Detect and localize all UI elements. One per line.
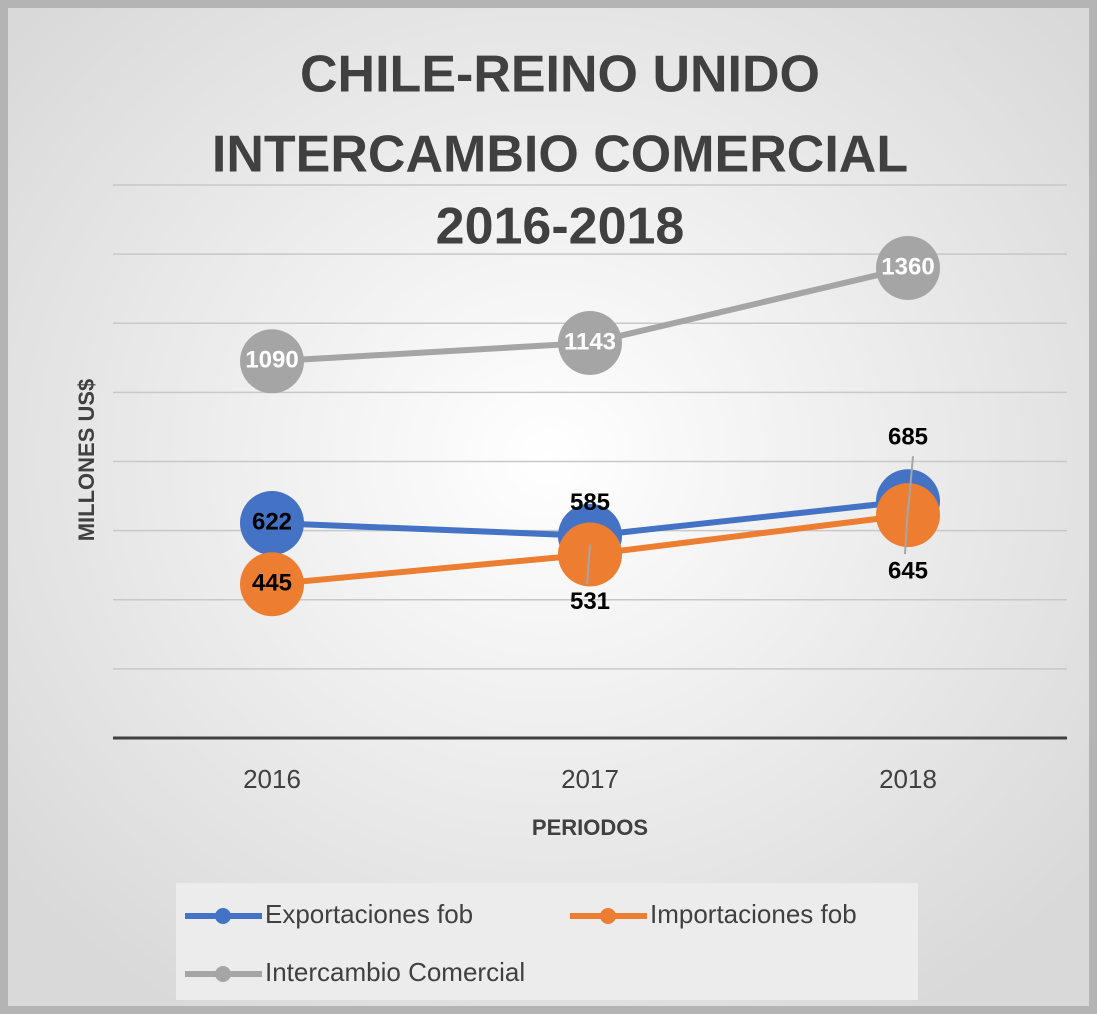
legend-swatch (215, 966, 231, 982)
x-tick-label: 2016 (243, 764, 301, 794)
data-label: 622 (252, 508, 292, 535)
x-axis-title: PERIODOS (532, 815, 648, 840)
leader-line (904, 505, 909, 555)
data-point (240, 491, 304, 556)
data-label: 445 (252, 570, 292, 597)
data-label: 685 (888, 424, 928, 451)
x-tick-label: 2018 (879, 764, 937, 794)
leader-line (907, 456, 914, 512)
data-label: 585 (570, 489, 610, 516)
legend-label: Exportaciones fob (265, 899, 473, 929)
data-point (558, 310, 622, 375)
legend-swatch (215, 908, 231, 924)
data-point (240, 552, 304, 617)
data-label: 645 (888, 557, 928, 584)
chart-title: INTERCAMBIO COMERCIAL (212, 126, 908, 184)
legend-label: Intercambio Comercial (265, 957, 525, 987)
legend (176, 883, 918, 1000)
chart-title: 2016-2018 (436, 198, 685, 256)
data-label: 1360 (881, 253, 934, 280)
data-label: 531 (570, 588, 610, 615)
data-label: 1143 (564, 328, 616, 355)
data-point (240, 329, 304, 394)
data-label: 1090 (245, 347, 298, 374)
y-axis-title: MILLONES US$ (74, 379, 99, 542)
chart-title: CHILE-REINO UNIDO (300, 46, 820, 104)
legend-label: Importaciones fob (650, 899, 857, 929)
data-point (876, 235, 940, 300)
leader-line (586, 544, 591, 585)
x-tick-label: 2017 (561, 764, 619, 794)
legend-swatch (600, 908, 616, 924)
